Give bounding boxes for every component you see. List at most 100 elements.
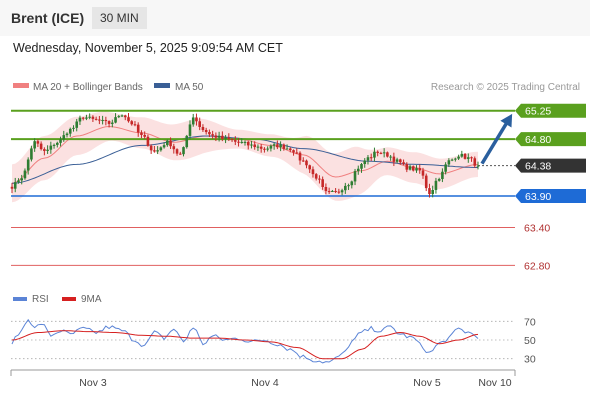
timeframe-badge[interactable]: 30 MIN [92, 7, 147, 29]
candle-body [437, 178, 441, 181]
candle [159, 146, 163, 152]
candle [107, 120, 111, 128]
x-axis: Nov 3 Nov 4 Nov 5 Nov 10 [79, 377, 512, 389]
candle-body [282, 144, 286, 149]
candle [217, 131, 221, 142]
candle-body [221, 135, 224, 139]
candle [143, 131, 146, 139]
candle-body [62, 135, 66, 140]
candle [463, 153, 467, 160]
candle [395, 157, 399, 164]
level-badge-64.80: 64.80 [515, 132, 586, 147]
rsi-tick-label-50: 50 [524, 335, 536, 347]
candle [460, 150, 464, 158]
candle-body [130, 121, 134, 125]
candle-body [162, 145, 166, 148]
candle [172, 143, 176, 154]
rsi-panel: 70 50 30 [11, 316, 536, 366]
candle [133, 121, 137, 127]
x-tick-label-nov-5: Nov 5 [413, 377, 441, 389]
candle-body [101, 119, 104, 121]
level-badge-text: 63.90 [525, 191, 551, 203]
candle [208, 129, 211, 137]
candle-body [146, 136, 150, 146]
candle [243, 140, 247, 146]
candle [386, 151, 389, 158]
candle [318, 175, 321, 184]
candle [402, 159, 405, 166]
ma20-legend-swatch [13, 83, 29, 88]
candle [178, 151, 182, 155]
bollinger-bands [12, 111, 478, 203]
candle [91, 115, 95, 123]
candle-body [43, 149, 46, 151]
candle-body [331, 190, 334, 192]
candle [250, 140, 253, 149]
price-levels [11, 109, 515, 266]
candle-body [305, 160, 308, 166]
candle-body [230, 139, 234, 141]
candle-body [153, 150, 156, 152]
candle-body [376, 151, 379, 153]
candle [347, 183, 350, 190]
candle [104, 116, 108, 126]
candle [431, 185, 434, 198]
candle-body [308, 165, 312, 170]
candle [392, 152, 396, 167]
candle-body [473, 158, 477, 166]
candle-body [272, 144, 276, 146]
candle [454, 157, 457, 162]
candle-body [454, 158, 457, 160]
candle-body [49, 145, 53, 150]
level-badge-text: 65.25 [525, 106, 551, 118]
candle [111, 119, 114, 128]
candle-body [421, 170, 425, 176]
candle [285, 144, 289, 150]
candle-body [399, 159, 402, 163]
candle [98, 116, 101, 125]
candle [36, 139, 40, 147]
candle [123, 114, 127, 121]
candle [191, 113, 195, 127]
candle-body [169, 140, 172, 147]
candle-body [379, 152, 383, 154]
candle [81, 116, 85, 121]
candle [366, 155, 370, 165]
candle [263, 147, 266, 153]
candle [311, 166, 315, 178]
candle [214, 132, 218, 142]
candle [211, 130, 214, 139]
candle-body [30, 148, 33, 160]
candle-body [182, 147, 185, 155]
candle [230, 138, 234, 143]
candle-body [68, 128, 72, 134]
candle [434, 177, 438, 194]
candle-body [240, 141, 244, 143]
candle [363, 158, 367, 168]
candle [130, 120, 134, 126]
candle-body [136, 124, 140, 133]
candle-body [457, 156, 460, 159]
candle-body [444, 164, 447, 172]
candle [308, 164, 312, 174]
candle [411, 165, 415, 172]
candle [185, 134, 189, 149]
candle-body [250, 144, 253, 146]
candle-body [418, 168, 422, 171]
level-labels: 65.25 64.80 64.38 63.90 63.40 62.80 [515, 103, 586, 272]
candle-body [46, 149, 49, 151]
candle [156, 146, 159, 155]
candle [337, 188, 341, 194]
level-badge-text: 64.38 [525, 161, 551, 173]
candle [140, 130, 143, 139]
candle [298, 151, 302, 165]
candle [149, 144, 153, 154]
candle-body [402, 162, 405, 165]
candle-body [227, 137, 231, 140]
candle-body [39, 143, 43, 150]
candle [356, 165, 360, 175]
candle-body [143, 134, 146, 137]
candle [94, 116, 98, 121]
candle-body [460, 153, 464, 157]
level-badge-63.90: 63.90 [515, 188, 586, 203]
